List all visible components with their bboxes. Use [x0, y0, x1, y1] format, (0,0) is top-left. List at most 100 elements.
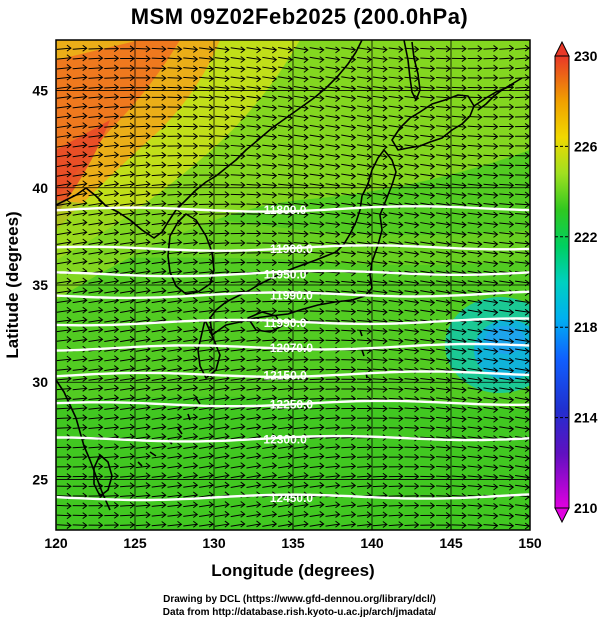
wind-arrow: [436, 357, 451, 365]
wind-arrow: [515, 445, 530, 452]
wind-arrow: [357, 298, 372, 306]
wind-arrow: [309, 279, 325, 286]
wind-arrow: [151, 55, 167, 63]
wind-arrow: [372, 163, 388, 171]
wind-arrow: [483, 221, 499, 229]
wind-arrow: [262, 249, 278, 257]
wind-arrow: [483, 415, 499, 423]
wind-arrow: [436, 444, 451, 452]
wind-arrow: [88, 170, 104, 178]
wind-arrow: [72, 316, 88, 324]
contour-line: [56, 434, 530, 443]
wind-arrow: [72, 306, 88, 314]
wind-arrow: [341, 414, 357, 422]
wind-arrow: [325, 75, 341, 83]
wind-arrow: [515, 103, 530, 111]
wind-arrow: [451, 299, 467, 307]
wind-arrow: [214, 501, 230, 508]
wind-arrow: [151, 364, 167, 372]
wind-arrow: [499, 103, 515, 111]
wind-arrow: [135, 103, 151, 111]
wind-arrow: [341, 56, 357, 63]
wind-arrow: [104, 277, 120, 285]
wind-arrow: [183, 161, 199, 169]
wind-arrow: [420, 463, 436, 471]
wind-arrow: [357, 501, 372, 509]
wind-arrow: [372, 337, 388, 345]
wind-arrow: [88, 521, 104, 529]
wind-arrow: [151, 277, 167, 285]
wind-arrow: [120, 238, 135, 246]
wind-arrow: [293, 404, 309, 412]
wind-arrow: [341, 114, 357, 122]
wind-arrow: [135, 501, 151, 509]
wind-arrow: [72, 482, 88, 490]
wind-arrow: [230, 94, 246, 102]
x-axis-title: Longitude (degrees): [211, 561, 374, 580]
wind-arrow: [515, 522, 530, 530]
wind-arrow: [420, 163, 436, 170]
wind-arrow: [483, 357, 499, 365]
wind-arrow: [388, 65, 404, 73]
wind-arrow: [325, 462, 341, 470]
wind-arrow: [230, 181, 246, 189]
wind-arrow: [357, 172, 372, 180]
wind-arrow: [404, 289, 420, 297]
wind-arrow: [199, 365, 214, 372]
wind-arrow: [451, 143, 467, 151]
wind-arrow: [167, 433, 183, 440]
wind-arrow: [104, 199, 120, 207]
wind-arrow: [467, 299, 483, 307]
wind-arrow: [436, 123, 451, 131]
wind-arrow: [372, 443, 388, 451]
wind-arrow: [451, 94, 467, 102]
wind-arrow: [278, 365, 293, 373]
wind-arrow: [151, 84, 167, 92]
wind-arrow: [167, 142, 183, 150]
colorbar-tick-label: 214: [574, 410, 598, 426]
wind-arrow: [72, 102, 88, 110]
wind-arrow: [88, 326, 104, 334]
wind-arrow: [167, 190, 183, 198]
wind-arrow: [151, 45, 167, 53]
wind-arrow: [88, 45, 104, 52]
wind-arrow: [341, 65, 357, 73]
wind-arrow: [388, 444, 404, 451]
wind-arrow: [135, 151, 151, 159]
wind-arrow: [388, 472, 404, 480]
wind-arrow: [499, 454, 515, 462]
wind-arrow: [420, 250, 436, 258]
wind-arrow: [436, 94, 451, 102]
wind-arrow: [135, 45, 151, 53]
wind-arrow: [135, 423, 151, 431]
wind-arrow: [515, 377, 530, 384]
wind-arrow: [515, 415, 530, 423]
wind-arrow: [499, 299, 515, 307]
wind-arrow: [199, 394, 214, 401]
wind-arrow: [499, 522, 515, 530]
y-tick-label: 40: [32, 180, 48, 196]
wind-arrow: [515, 201, 530, 209]
wind-arrow: [56, 326, 72, 334]
wind-arrow: [451, 172, 467, 180]
wind-arrow: [293, 172, 309, 180]
wind-arrow: [420, 357, 436, 365]
wind-arrow: [372, 385, 388, 393]
x-tick-label: 140: [360, 535, 384, 551]
wind-arrow: [341, 192, 357, 200]
wind-arrow: [104, 316, 120, 324]
wind-arrow: [341, 404, 357, 412]
wind-arrow: [88, 209, 104, 217]
wind-arrow: [436, 84, 451, 92]
wind-arrow: [515, 54, 530, 62]
wind-arrow: [404, 386, 420, 394]
wind-arrow: [357, 56, 372, 63]
wind-arrow: [293, 249, 309, 257]
wind-arrow: [151, 190, 167, 198]
wind-arrow: [293, 385, 309, 392]
wind-arrow: [151, 511, 167, 519]
wind-arrow: [199, 462, 214, 470]
wind-arrow: [167, 520, 183, 528]
wind-arrow: [120, 83, 135, 91]
wind-arrow: [88, 199, 104, 207]
